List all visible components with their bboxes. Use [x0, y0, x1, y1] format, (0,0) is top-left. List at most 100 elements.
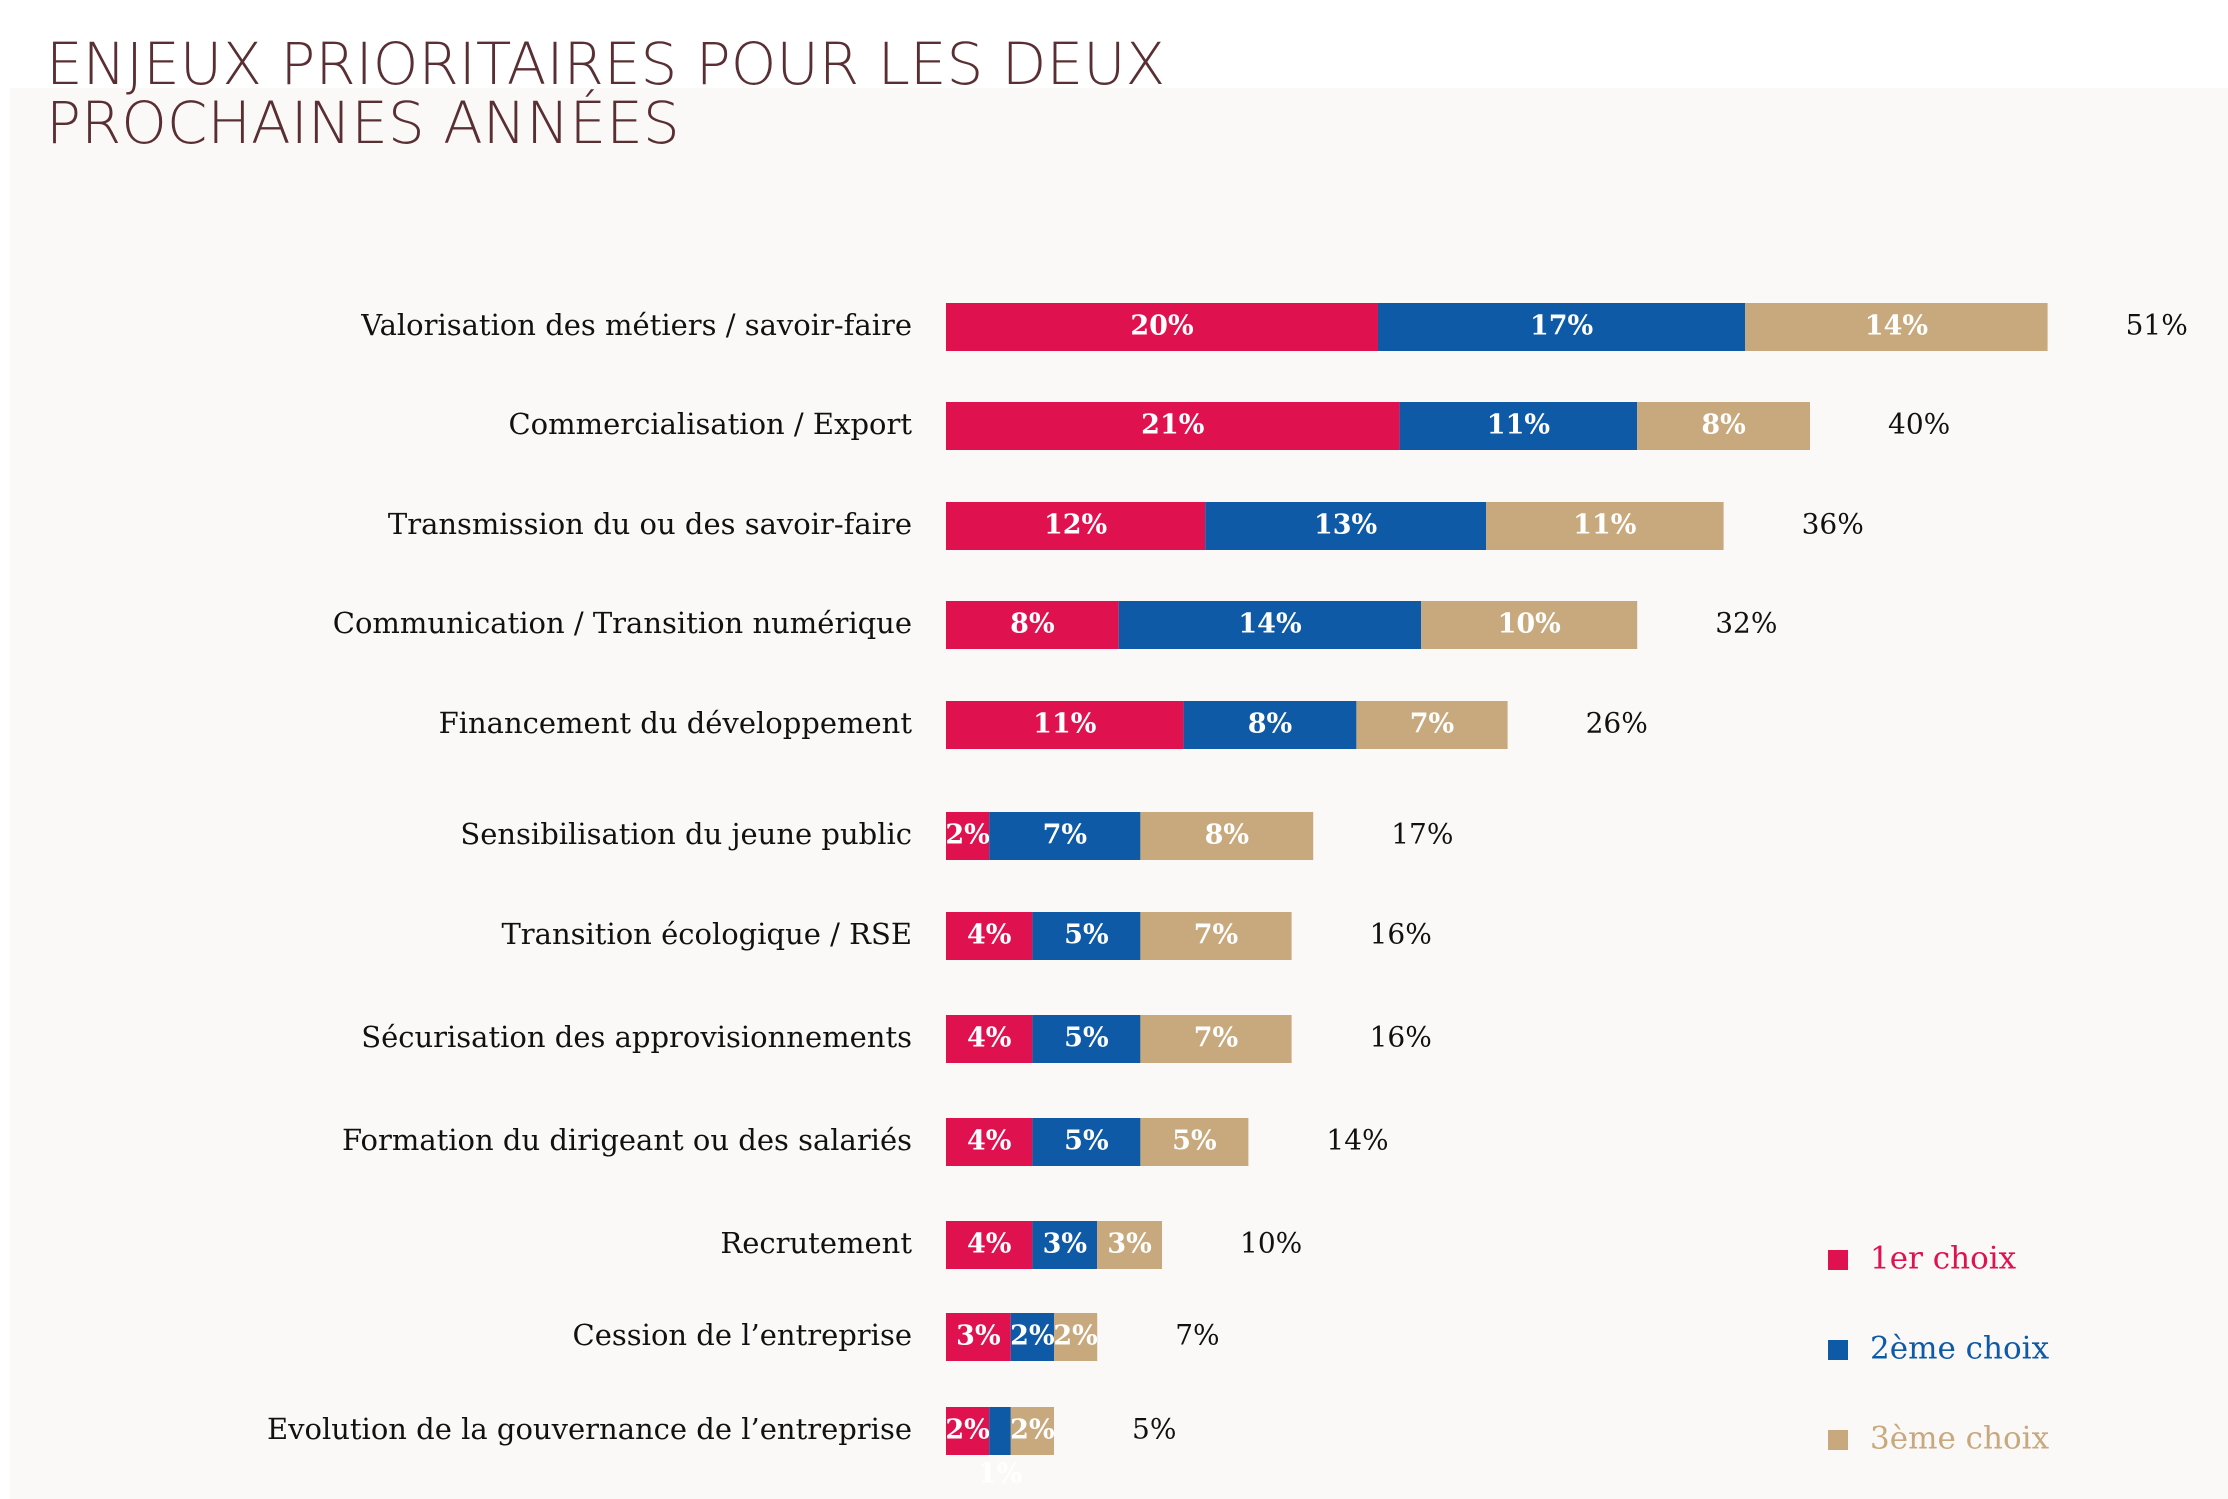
value-label: 11%: [1033, 709, 1096, 740]
category-label: Commercialisation / Export: [508, 407, 912, 441]
bar-segment: [1140, 1015, 1292, 1063]
value-label: 4%: [967, 1023, 1011, 1054]
value-label: 8%: [1248, 709, 1292, 740]
bar-segment: [1399, 402, 1638, 450]
bar-segment: [946, 1313, 1011, 1361]
value-label: 2%: [945, 820, 989, 851]
bar-segment: [1032, 1015, 1141, 1063]
value-label: 7%: [1194, 920, 1238, 951]
legend-label: 3ème choix: [1870, 1421, 2050, 1457]
bar-segment: [946, 912, 1033, 960]
bar-segment: [1140, 812, 1314, 860]
value-label: 13%: [1314, 510, 1377, 541]
bar-segment: [989, 812, 1141, 860]
value-label: 12%: [1044, 510, 1107, 541]
bar-segment: [1032, 1221, 1098, 1269]
bar-segment: [1205, 502, 1486, 550]
bar-segment: [946, 701, 1184, 749]
total-label: 36%: [1802, 508, 1864, 541]
bar-segment: [1118, 601, 1422, 649]
category-label: Cession de l’entreprise: [573, 1318, 912, 1352]
category-label: Financement du développement: [439, 706, 913, 740]
value-label: 1%: [978, 1459, 1022, 1490]
category-label: Transition écologique / RSE: [501, 917, 912, 951]
bar-segment: [1032, 1118, 1141, 1166]
bar-segment: [946, 812, 990, 860]
bar-segment: [1356, 701, 1508, 749]
bar-segment: [1637, 402, 1810, 450]
value-label: 8%: [1701, 410, 1745, 441]
category-label: Formation du dirigeant ou des salariés: [342, 1123, 912, 1157]
value-label: 5%: [1064, 920, 1108, 951]
total-label: 5%: [1132, 1413, 1176, 1446]
legend-swatch: [1828, 1430, 1848, 1450]
value-label: 2%: [945, 1415, 989, 1446]
value-label: 5%: [1064, 1023, 1108, 1054]
total-label: 16%: [1370, 1021, 1432, 1054]
bar-segment: [1054, 1313, 1098, 1361]
total-label: 14%: [1326, 1124, 1388, 1157]
total-label: 10%: [1240, 1227, 1302, 1260]
total-label: 7%: [1175, 1319, 1219, 1352]
category-label: Evolution de la gouvernance de l’entrepr…: [267, 1412, 912, 1446]
value-label: 7%: [1410, 709, 1454, 740]
bar-segment: [946, 601, 1119, 649]
bar-segment: [989, 1407, 1011, 1455]
total-label: 26%: [1586, 707, 1648, 740]
bar-segment: [1183, 701, 1357, 749]
category-label: Communication / Transition numérique: [333, 606, 912, 640]
bar-segment: [1745, 303, 2048, 351]
value-label: 8%: [1010, 609, 1054, 640]
bar-segment: [1421, 601, 1638, 649]
category-label: Transmission du ou des savoir-faire: [388, 507, 912, 541]
total-label: 40%: [1888, 408, 1950, 441]
total-label: 51%: [2126, 309, 2188, 342]
bar-segment: [1097, 1221, 1162, 1269]
bar-segment: [1140, 912, 1292, 960]
bar-segment: [946, 502, 1206, 550]
bar-segment: [946, 1118, 1033, 1166]
total-label: 17%: [1391, 818, 1453, 851]
total-label: 16%: [1370, 918, 1432, 951]
bar-segment: [946, 303, 1378, 351]
category-label: Valorisation des métiers / savoir-faire: [360, 308, 912, 342]
bar-segment: [1010, 1313, 1054, 1361]
bar-segment: [1010, 1407, 1054, 1455]
category-label: Recrutement: [720, 1226, 912, 1260]
value-label: 8%: [1205, 820, 1249, 851]
total-label: 32%: [1715, 607, 1777, 640]
value-label: 3%: [956, 1321, 1000, 1352]
bar-segment: [1486, 502, 1724, 550]
value-label: 14%: [1238, 609, 1301, 640]
bar-segment: [946, 1407, 990, 1455]
value-label: 7%: [1043, 820, 1087, 851]
value-label: 4%: [967, 920, 1011, 951]
value-label: 5%: [1064, 1126, 1108, 1157]
bar-segment: [946, 402, 1400, 450]
value-label: 10%: [1498, 609, 1561, 640]
value-label: 7%: [1194, 1023, 1238, 1054]
value-label: 3%: [1107, 1229, 1151, 1260]
value-label: 2%: [1010, 1321, 1054, 1352]
chart-title: PROCHAINES ANNÉES: [46, 88, 680, 157]
legend-swatch: [1828, 1340, 1848, 1360]
value-label: 11%: [1573, 510, 1636, 541]
bar-segment: [1140, 1118, 1249, 1166]
value-label: 3%: [1043, 1229, 1087, 1260]
bar-segment: [1032, 912, 1141, 960]
legend-label: 2ème choix: [1870, 1331, 2050, 1367]
chart-title: ENJEUX PRIORITAIRES POUR LES DEUX: [46, 30, 1165, 98]
bar-segment: [946, 1015, 1033, 1063]
bar-segment: [1378, 303, 1746, 351]
value-label: 17%: [1530, 311, 1593, 342]
value-label: 4%: [967, 1229, 1011, 1260]
value-label: 14%: [1865, 311, 1928, 342]
bar-segment: [946, 1221, 1033, 1269]
value-label: 4%: [967, 1126, 1011, 1157]
value-label: 5%: [1172, 1126, 1216, 1157]
category-label: Sécurisation des approvisionnements: [361, 1020, 912, 1054]
value-label: 21%: [1141, 410, 1204, 441]
value-label: 20%: [1130, 311, 1193, 342]
legend-swatch: [1828, 1250, 1848, 1270]
